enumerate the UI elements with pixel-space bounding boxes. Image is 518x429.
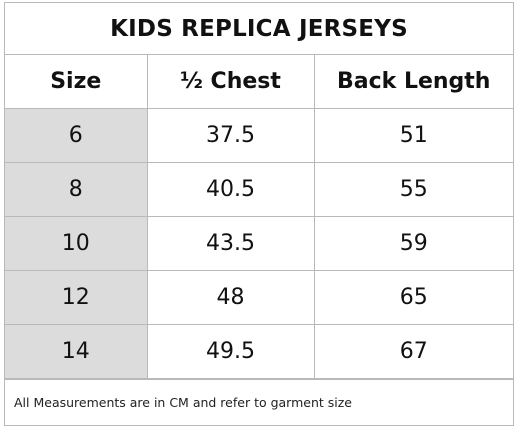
back-length-cell: 59: [313, 216, 513, 271]
half-chest-cell: 43.5: [146, 216, 315, 271]
half-chest-cell: 49.5: [146, 324, 315, 379]
table-row: 8 40.5 55: [5, 162, 513, 217]
half-chest-cell: 37.5: [146, 108, 315, 163]
table-row: 6 37.5 51: [5, 108, 513, 163]
size-cell: 8: [5, 162, 148, 217]
table-row: 12 48 65: [5, 270, 513, 325]
back-length-cell: 65: [313, 270, 513, 325]
table-row: 10 43.5 59: [5, 216, 513, 271]
footnote: All Measurements are in CM and refer to …: [5, 379, 513, 425]
column-header-size: Size: [5, 55, 148, 109]
size-cell: 10: [5, 216, 148, 271]
table-row: 14 49.5 67: [5, 324, 513, 379]
column-header-half-chest: ½ Chest: [146, 55, 315, 109]
chart-title: KIDS REPLICA JERSEYS: [5, 3, 513, 55]
back-length-cell: 51: [313, 108, 513, 163]
size-cell: 6: [5, 108, 148, 163]
half-chest-cell: 48: [146, 270, 315, 325]
half-chest-cell: 40.5: [146, 162, 315, 217]
size-chart: KIDS REPLICA JERSEYS Size ½ Chest Back L…: [4, 2, 514, 426]
back-length-cell: 67: [313, 324, 513, 379]
size-cell: 14: [5, 324, 148, 379]
back-length-cell: 55: [313, 162, 513, 217]
size-cell: 12: [5, 270, 148, 325]
header-row: Size ½ Chest Back Length: [5, 55, 513, 109]
size-table: Size ½ Chest Back Length 6 37.5 51 8 40.…: [5, 55, 513, 379]
column-header-back-length: Back Length: [313, 55, 513, 109]
